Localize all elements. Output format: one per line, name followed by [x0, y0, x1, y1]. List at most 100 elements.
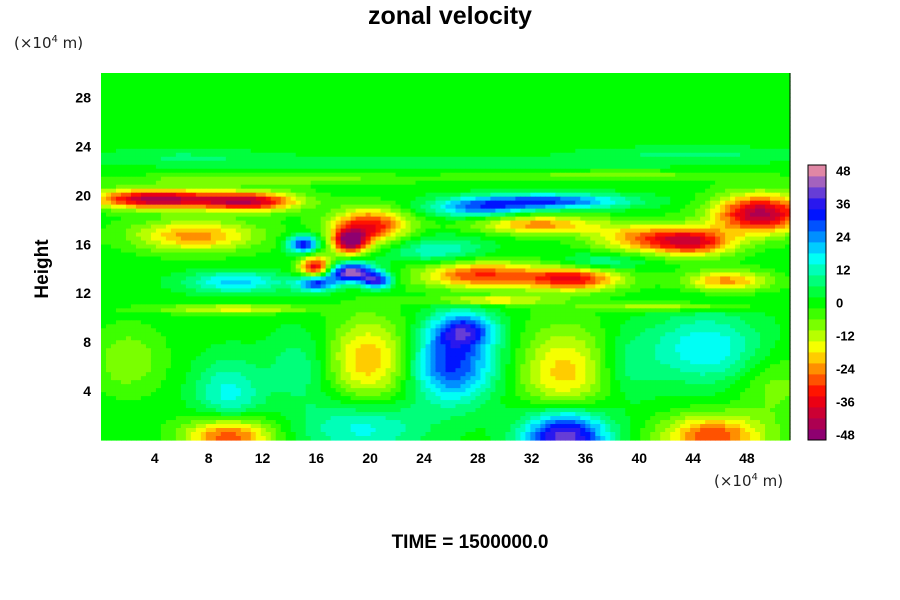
heatmap-cell: [585, 92, 591, 98]
heatmap-cell: [280, 120, 287, 126]
heatmap-cell: [245, 88, 252, 94]
heatmap-cell: [510, 84, 516, 90]
heatmap-cell: [580, 168, 586, 174]
heatmap-cell: [240, 104, 247, 110]
heatmap-cell: [510, 180, 516, 186]
heatmap-cell: [125, 136, 132, 142]
heatmap-cell: [410, 92, 417, 98]
heatmap-cell: [335, 180, 342, 186]
heatmap-cell: [785, 96, 791, 102]
heatmap-cell: [515, 132, 521, 138]
heatmap-cell: [435, 144, 442, 150]
heatmap-cell: [655, 84, 661, 90]
heatmap-cell: [460, 148, 467, 154]
heatmap-cell: [565, 168, 571, 174]
heatmap-cell: [675, 152, 681, 158]
heatmap-cell: [295, 104, 302, 110]
heatmap-cell: [775, 164, 781, 170]
heatmap-cell: [115, 108, 122, 114]
heatmap-cell: [430, 152, 437, 158]
heatmap-cell: [430, 112, 437, 118]
x-axis-unit-label: (×104 m): [714, 472, 783, 490]
heatmap-cell: [765, 212, 771, 218]
heatmap-cell: [610, 96, 616, 102]
heatmap-cell: [165, 196, 172, 202]
heatmap-cell: [195, 152, 202, 158]
heatmap-cell: [645, 200, 651, 206]
heatmap-cell: [565, 156, 571, 162]
heatmap-cell: [365, 184, 372, 190]
heatmap-cell: [735, 136, 741, 142]
heatmap-cell: [715, 84, 721, 90]
heatmap-cell: [500, 192, 507, 198]
heatmap-cell: [200, 144, 207, 150]
heatmap-cell: [135, 152, 142, 158]
heatmap-cell: [770, 76, 776, 82]
heatmap-cell: [580, 212, 586, 218]
heatmap-cell: [520, 196, 526, 202]
heatmap-cell: [215, 76, 222, 82]
heatmap-cell: [345, 120, 352, 126]
heatmap-cell: [440, 88, 447, 94]
heatmap-cell: [370, 156, 377, 162]
heatmap-cell: [390, 76, 397, 82]
heatmap-cell: [400, 108, 407, 114]
heatmap-cell: [380, 136, 387, 142]
heatmap-cell: [340, 124, 347, 130]
heatmap-cell: [625, 108, 631, 114]
heatmap-cell: [595, 73, 601, 78]
heatmap-cell: [425, 184, 432, 190]
heatmap-cell: [715, 180, 721, 186]
heatmap-cell: [735, 88, 741, 94]
heatmap-cell: [210, 128, 217, 134]
heatmap-cell: [340, 116, 347, 122]
heatmap-cell: [570, 148, 576, 154]
heatmap-cell: [240, 100, 247, 106]
heatmap-cell: [350, 160, 357, 166]
heatmap-cell: [780, 92, 786, 98]
heatmap-cell: [625, 88, 631, 94]
heatmap-cell: [685, 164, 691, 170]
heatmap-cell: [510, 204, 516, 210]
heatmap-cell: [690, 128, 696, 134]
heatmap-cell: [335, 88, 342, 94]
heatmap-cell: [545, 128, 551, 134]
heatmap-cell: [700, 84, 706, 90]
heatmap-cell: [555, 168, 561, 174]
heatmap-cell: [135, 200, 142, 206]
heatmap-cell: [585, 73, 591, 78]
heatmap-cell: [135, 172, 142, 178]
heatmap-cell: [155, 124, 162, 130]
heatmap-cell: [130, 132, 137, 138]
heatmap-cell: [260, 172, 267, 178]
heatmap-cell: [325, 124, 332, 130]
heatmap-cell: [445, 84, 452, 90]
heatmap-cell: [190, 108, 197, 114]
heatmap-cell: [590, 96, 596, 102]
heatmap-cell: [490, 196, 497, 202]
heatmap-cell: [465, 188, 472, 194]
heatmap-cell: [545, 200, 551, 206]
heatmap-cell: [220, 84, 227, 90]
heatmap-cell: [755, 208, 761, 214]
heatmap-cell: [101, 108, 107, 114]
heatmap-cell: [185, 152, 192, 158]
heatmap-cell: [475, 212, 482, 218]
heatmap-cell: [755, 160, 761, 166]
heatmap-cell: [195, 168, 202, 174]
heatmap-cell: [765, 96, 771, 102]
heatmap-cell: [445, 156, 452, 162]
heatmap-cell: [620, 148, 626, 154]
heatmap-cell: [665, 76, 671, 82]
heatmap-cell: [620, 164, 626, 170]
heatmap-cell: [490, 164, 497, 170]
heatmap-cell: [185, 76, 192, 82]
heatmap-cell: [645, 112, 651, 118]
heatmap-cell: [625, 164, 631, 170]
heatmap-cell: [310, 180, 317, 186]
heatmap-cell: [185, 136, 192, 142]
heatmap-cell: [680, 88, 686, 94]
heatmap-cell: [660, 208, 666, 214]
heatmap-cell: [680, 76, 686, 82]
heatmap-cell: [190, 124, 197, 130]
